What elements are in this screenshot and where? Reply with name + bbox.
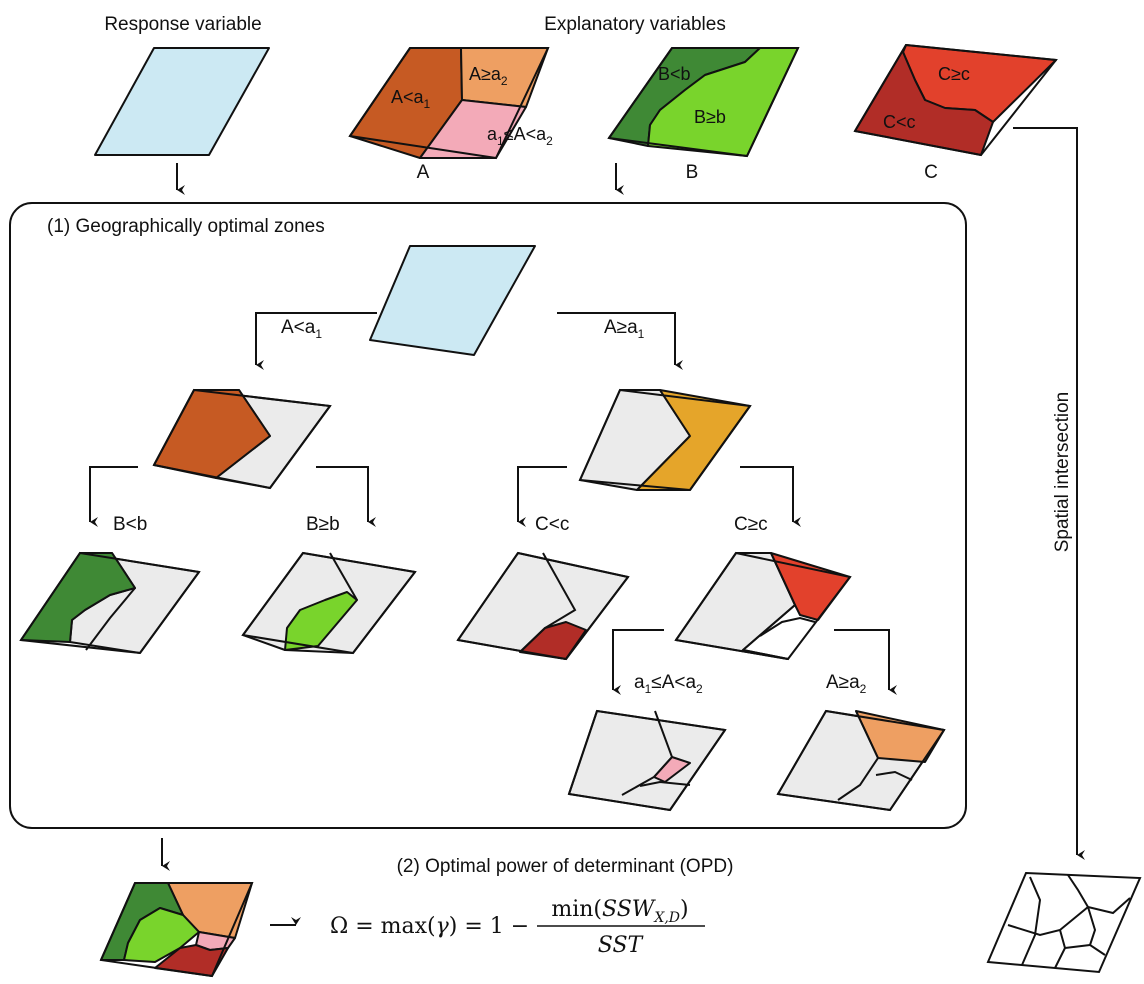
map-b-label-high: B≥b [694,107,726,127]
final-opd-zone-b-high [123,907,200,963]
map-a-mid-zone-border [621,710,674,796]
map-b-high-zone [241,551,417,655]
map-c-high-zone [674,551,852,661]
split-label-b-low: B<b [113,514,147,535]
map-c-label-high: C≥c [938,64,970,84]
map-c-high-zone-arc [759,616,816,637]
intersection-map [986,871,1142,974]
map-a: A<a1 A≥a2 a1≤A<a2 A [348,47,553,183]
map-a-high2-zone-arc [875,770,913,781]
map-b-label-low: B<b [658,64,691,84]
map-a-low-zone [152,388,332,490]
final-opd-map-outline [99,882,254,978]
map-b-low-zone-outline [19,551,201,655]
arrow-split-a-low [255,312,377,370]
formula-lhs: Ω = max(γ) = 1 − [330,914,529,939]
map-b-low-zone-fill [20,552,136,643]
map-a-outline [348,47,550,160]
spatial-intersection-label: Spatial intersection [1052,392,1073,553]
arrow-split-a-high2 [834,629,897,695]
map-a-label-low: A<a1 [391,87,431,111]
intersection-line-1 [1021,876,1042,966]
section1-title: (1) Geographically optimal zones [47,216,325,237]
formula-denominator: SST [598,933,645,958]
map-c-high-zone-outline [674,551,852,661]
map-a-label-mid: a1≤A<a2 [487,124,553,148]
map-b-high-zone-fill [284,591,358,651]
opd-formula: Ω = max(γ) = 1 − min(SSWX,D) SST [330,897,705,958]
intersection-line-5 [1054,929,1067,969]
formula-numerator: min(SSWX,D) [551,897,688,926]
map-a-high-zone [578,388,752,492]
response-map [94,47,270,156]
split-label-b-high: B≥b [306,514,340,535]
center-response-map [369,245,536,356]
map-a-label-high: A≥a2 [469,64,508,88]
map-c-outline [853,43,1058,157]
map-c-low-zone-border [519,552,577,653]
arrow-split-c-high [740,466,801,527]
split-label-a-high: A≥a1 [604,317,645,341]
map-c-low-zone [456,551,630,661]
arrow-split-c-low [517,466,567,527]
map-b-low-zone-border [85,587,136,651]
map-b-low-zone [19,551,201,655]
intersection-line-4 [1087,906,1106,956]
intersection-line-2 [1067,874,1131,915]
map-a-mid-zone-arc [639,780,691,787]
map-a-high2-zone-outline [776,709,946,812]
map-c-label-low: C<c [883,112,916,132]
split-label-c-high: C≥c [734,514,768,535]
map-c: C≥c C<c C [853,43,1058,183]
split-label-a-mid: a1≤A<a2 [634,672,703,696]
arrow-split-a-high [557,312,683,370]
map-a-high-zone-outline [578,388,752,492]
map-b-outline [607,47,800,158]
arrow-spatial-intersection [1013,127,1085,860]
map-a-high2-zone [776,709,946,812]
map-c-caption: C [924,162,938,183]
map-b-high-zone-outline [241,551,417,655]
map-a-mid-zone-outline [567,709,727,812]
intersection-line-3 [1007,906,1089,937]
intersection-map-outline [986,871,1142,974]
section1-box [9,202,967,829]
section2-title: (2) Optimal power of determinant (OPD) [397,856,734,877]
split-label-a-high2: A≥a2 [826,672,867,696]
map-a-low-zone-outline [152,388,332,490]
explanatory-variables-heading: Explanatory variables [544,14,726,35]
map-b-high-zone-border [329,552,358,601]
map-b: B<b B≥b B [607,47,800,183]
response-map-fill [94,47,270,156]
map-b-caption: B [686,162,699,183]
final-opd-map [99,882,254,978]
split-label-a-low: A<a1 [281,317,322,341]
map-a-high2-zone-border [837,710,880,801]
arrow-split-a-mid [612,629,664,695]
intersection-line-6 [1064,944,1091,949]
split-label-c-low: C<c [535,514,569,535]
map-a-caption: A [417,162,430,183]
map-c-low-zone-outline [456,551,630,661]
arrow-split-b-high [316,466,376,527]
arrow-split-b-low [89,466,138,527]
response-variable-heading: Response variable [104,14,261,35]
map-a-mid-zone [567,709,727,812]
